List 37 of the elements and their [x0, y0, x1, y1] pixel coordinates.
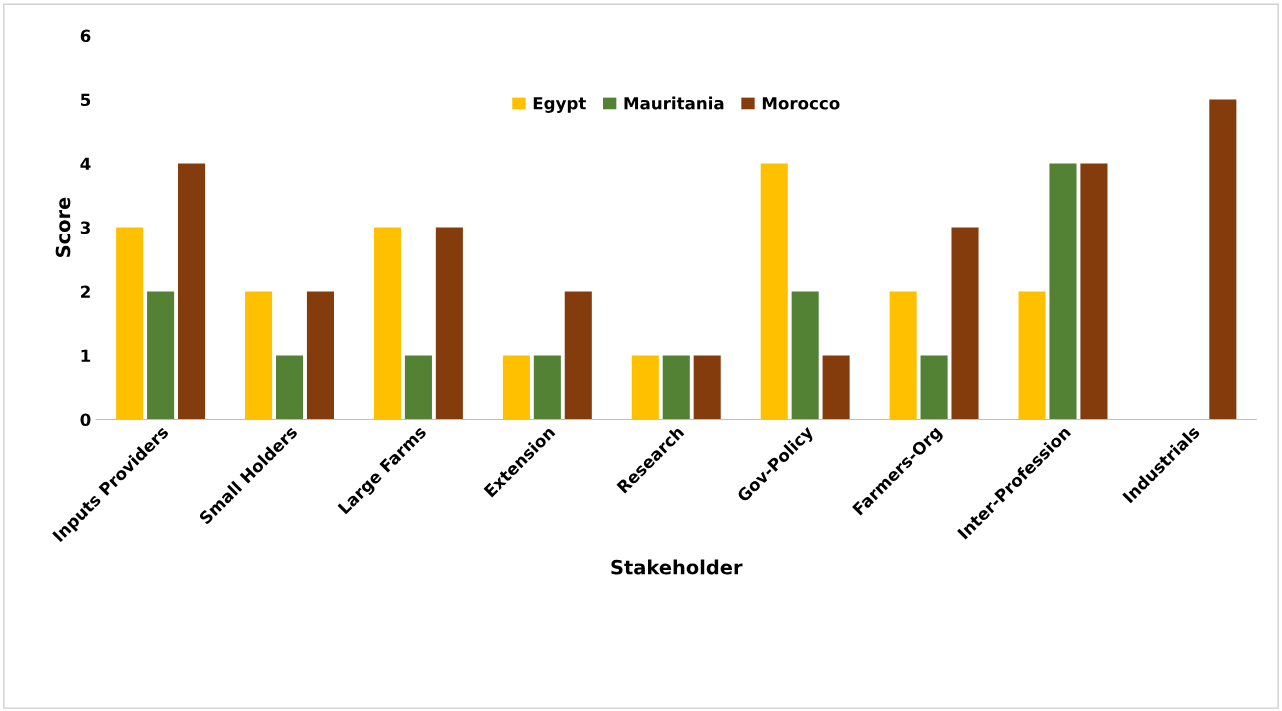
y-tick-label: 2	[81, 285, 90, 298]
bar	[693, 355, 721, 420]
y-tick-label: 3	[80, 221, 90, 235]
bar	[502, 355, 530, 420]
legend-label: Morocco	[762, 97, 840, 110]
bar	[889, 291, 917, 420]
y-tick-label: 0	[80, 413, 91, 427]
bar	[791, 291, 819, 420]
y-tick-label: 6	[80, 29, 91, 43]
bar	[822, 355, 850, 420]
bar	[1080, 163, 1108, 420]
bar	[1209, 99, 1237, 420]
bar	[533, 355, 561, 420]
bar	[631, 355, 659, 420]
y-tick-label: 4	[80, 157, 91, 170]
bar	[662, 355, 690, 420]
x-axis-title: Stakeholder	[611, 559, 743, 575]
bar	[1018, 291, 1046, 420]
y-axis-title: Score	[55, 197, 71, 257]
bar	[116, 227, 144, 420]
bar	[435, 227, 463, 420]
bar	[1049, 163, 1077, 420]
bar	[564, 291, 592, 420]
bar	[920, 355, 948, 420]
bar	[404, 355, 432, 420]
legend-label: Mauritania	[624, 96, 724, 110]
y-tick-label: 1	[81, 349, 91, 362]
bar	[951, 227, 979, 420]
legend-label: Egypt	[533, 97, 586, 113]
bar	[275, 355, 304, 420]
bar	[178, 163, 206, 420]
y-tick-label: 5	[80, 93, 91, 107]
bar	[306, 291, 334, 420]
bar	[147, 291, 175, 420]
bar	[760, 163, 788, 420]
bar	[245, 291, 273, 420]
bar	[373, 227, 402, 420]
